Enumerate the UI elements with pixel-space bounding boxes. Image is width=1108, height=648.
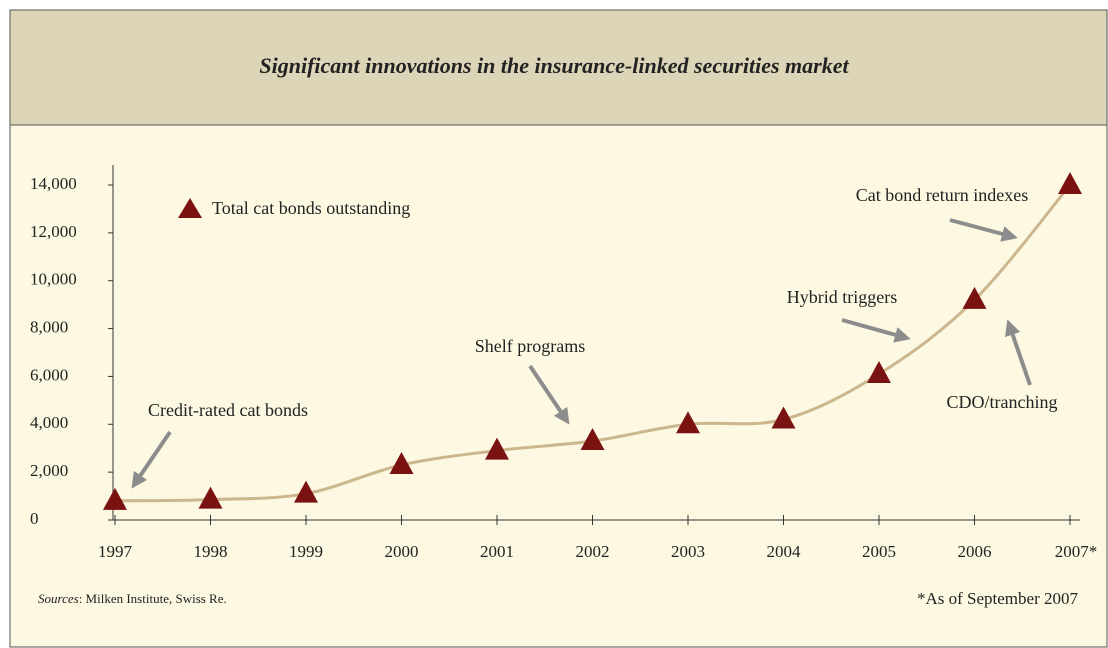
arrow — [131, 430, 172, 489]
y-tick-label: 0 — [30, 509, 39, 528]
legend-marker — [178, 198, 202, 218]
arrow — [528, 364, 570, 425]
marker — [294, 480, 318, 503]
sources-text: : Milken Institute, Swiss Re. — [79, 591, 227, 606]
x-tick-label: 1997 — [98, 542, 133, 561]
x-tick-label: 2000 — [385, 542, 419, 561]
annotation: CDO/tranching — [947, 392, 1058, 412]
arrow — [949, 218, 1018, 242]
x-tick-label: 2003 — [671, 542, 705, 561]
x-tick-label: 1998 — [194, 542, 228, 561]
header — [9, 9, 1108, 126]
annotation: Hybrid triggers — [787, 287, 897, 307]
marker — [771, 406, 796, 429]
arrow — [1005, 319, 1032, 386]
y-tick-label: 2,000 — [30, 461, 68, 480]
footnote: *As of September 2007 — [917, 589, 1079, 608]
marker — [485, 437, 509, 460]
y-tick-label: 4,000 — [30, 413, 68, 432]
y-tick-label: 10,000 — [30, 270, 77, 289]
y-tick-label: 8,000 — [30, 317, 68, 336]
annotation: Shelf programs — [475, 336, 585, 356]
marker — [1058, 172, 1082, 194]
x-tick-label: 2004 — [767, 542, 802, 561]
marker — [867, 361, 891, 384]
x-tick-label: 2006 — [958, 542, 992, 561]
x-tick-label: 2002 — [576, 542, 610, 561]
annotations: Credit-rated cat bonds Shelf programs Hy… — [131, 185, 1058, 489]
series-line — [114, 184, 1072, 503]
marker — [389, 451, 414, 474]
x-tick-label: 2005 — [862, 542, 896, 561]
x-tick-label: 1999 — [289, 542, 323, 561]
marker — [962, 286, 987, 309]
sources-label: Sources — [38, 591, 79, 606]
y-tick-label: 12,000 — [30, 222, 77, 241]
legend-label: Total cat bonds outstanding — [212, 198, 410, 218]
sources: Sources: Milken Institute, Swiss Re. — [38, 591, 227, 606]
annotation: Cat bond return indexes — [856, 185, 1028, 205]
x-tick-label: 2001 — [480, 542, 514, 561]
marker — [103, 487, 127, 510]
arrow — [841, 318, 911, 343]
marker — [580, 428, 605, 451]
y-tick-label: 14,000 — [30, 174, 77, 193]
marker — [198, 486, 223, 509]
annotation: Credit-rated cat bonds — [148, 400, 308, 420]
x-tick-label: 2007* — [1055, 542, 1098, 561]
y-tick-label: 6,000 — [30, 365, 68, 384]
marker — [676, 411, 700, 434]
chart-title: Significant innovations in the insurance… — [259, 53, 849, 78]
